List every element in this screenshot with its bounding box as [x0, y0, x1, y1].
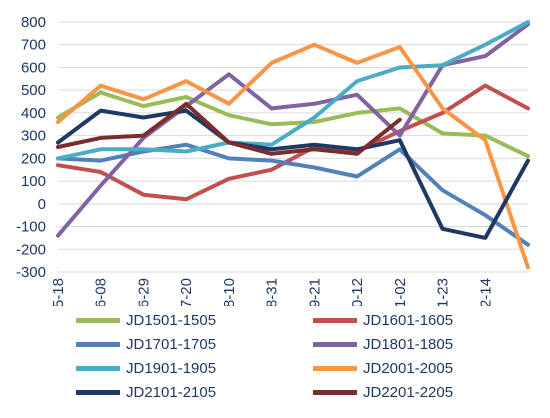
legend-item: JD2101-2105	[76, 381, 216, 403]
legend-swatch	[76, 365, 120, 371]
legend-item: JD2201-2205	[313, 381, 453, 403]
legend-item: JD2001-2005	[313, 357, 453, 379]
x-tick-label: 06-08	[93, 278, 110, 306]
y-axis-tick-labels: -300 -200 -100 0 100 200 300 400 500 600 700 800	[16, 14, 46, 281]
y-tick-label: 800	[21, 14, 46, 31]
series-line-jd2001-2005	[56, 42, 530, 270]
legend-label: JD2101-2105	[126, 383, 217, 401]
legend-item: JD1601-1605	[313, 309, 453, 331]
series-line-jd1501-1505	[56, 90, 530, 159]
legend-label: JD2001-2005	[363, 359, 454, 377]
x-axis-tick-labels: 05-18 06-08 06-29 07-20 08-10 08-31 09-21 10-12…	[50, 278, 494, 306]
x-tick-label: 09-21	[306, 278, 323, 306]
series-line-jd1601-1605	[56, 83, 530, 202]
legend-item: JD1801-1805	[313, 333, 453, 355]
legend: JD1501-1505 JD1601-1605 JD1701-1705 JD1801-…	[0, 306, 550, 418]
legend-label: JD1901-1905	[126, 359, 217, 377]
series-line-jd1901-1905	[56, 20, 530, 161]
legend-label: JD1801-1805	[363, 335, 454, 353]
legend-swatch	[76, 317, 120, 323]
y-tick-label: 400	[21, 105, 46, 122]
legend-swatch	[313, 389, 357, 395]
legend-item: JD1901-1905	[76, 357, 216, 379]
x-tick-label: 11-23	[435, 278, 452, 306]
series-line-jd2101-2105	[56, 108, 530, 240]
y-tick-label: 0	[38, 196, 46, 213]
x-tick-label: 08-10	[221, 278, 238, 306]
x-tick-label: 11-02	[392, 278, 409, 306]
y-tick-label: -200	[16, 241, 46, 258]
x-tick-label: 10-12	[349, 278, 366, 306]
legend-label: JD1601-1605	[363, 311, 454, 329]
x-tick-label: 06-29	[135, 278, 152, 306]
series-line-jd2201-2205	[56, 101, 402, 156]
y-tick-label: 100	[21, 173, 46, 190]
series-line-jd1701-1705	[56, 142, 530, 247]
legend-swatch	[76, 341, 120, 347]
legend-item: JD1701-1705	[76, 333, 216, 355]
y-tick-label: 500	[21, 82, 46, 99]
legend-label: JD1701-1705	[126, 335, 217, 353]
y-tick-label: -100	[16, 219, 46, 236]
y-tick-label: 700	[21, 37, 46, 54]
y-tick-label: 600	[21, 59, 46, 76]
x-tick-label: 08-31	[264, 278, 281, 306]
series-lines	[56, 20, 530, 270]
y-tick-label: -300	[16, 264, 46, 281]
x-tick-label: 07-20	[178, 278, 195, 306]
legend-label: JD2201-2205	[363, 383, 454, 401]
line-chart: -300 -200 -100 0 100 200 300 400 500 600 700 800 05…	[16, 14, 530, 306]
legend-item: JD1501-1505	[76, 309, 216, 331]
x-tick-label: 05-18	[50, 278, 67, 306]
legend-swatch	[76, 389, 120, 395]
y-tick-label: 200	[21, 150, 46, 167]
legend-swatch	[313, 317, 357, 323]
legend-label: JD1501-1505	[126, 311, 217, 329]
y-tick-label: 300	[21, 128, 46, 145]
legend-swatch	[313, 341, 357, 347]
x-tick-label: 12-14	[477, 278, 494, 306]
legend-swatch	[313, 365, 357, 371]
